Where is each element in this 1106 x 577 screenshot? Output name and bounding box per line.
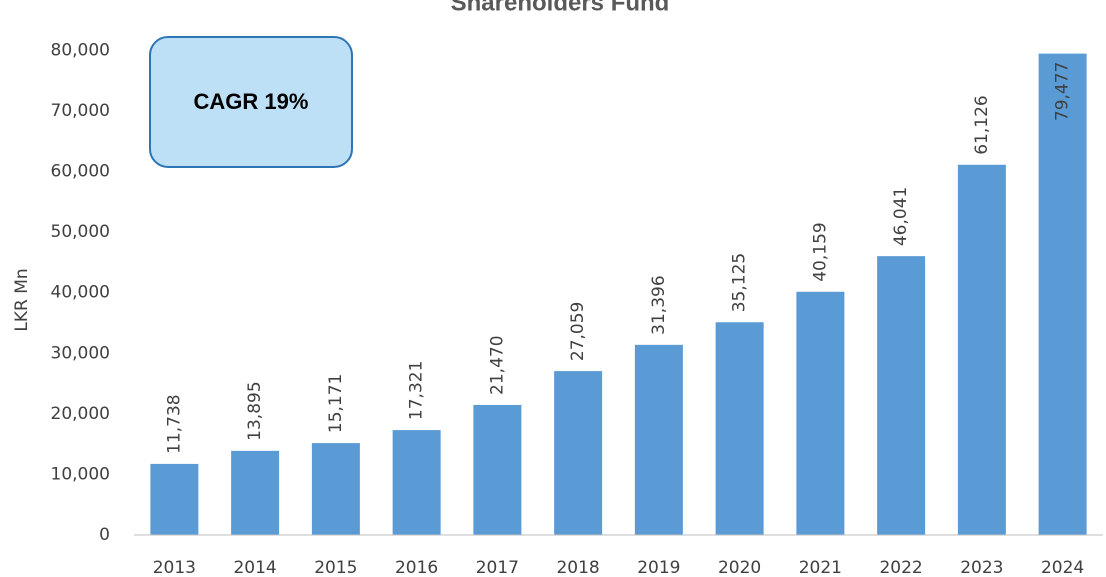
data-label: 27,059: [568, 302, 588, 361]
data-label: 11,738: [164, 394, 184, 453]
x-tick-label: 2022: [879, 558, 922, 577]
data-label: 40,159: [810, 222, 830, 281]
bar: [150, 463, 199, 535]
bar: [392, 430, 441, 535]
x-tick-label: 2024: [1041, 558, 1084, 577]
bar: [554, 371, 603, 535]
bar: [473, 404, 522, 535]
y-tick-label: 70,000: [51, 101, 110, 121]
bar: [231, 450, 280, 535]
x-tick-label: 2018: [556, 558, 599, 577]
y-tick-label: 40,000: [51, 283, 110, 303]
data-label: 31,396: [649, 275, 669, 334]
data-label: 15,171: [326, 374, 346, 433]
bar: [311, 443, 360, 535]
chart-title: Shareholders Fund: [451, 0, 670, 16]
bar: [715, 322, 764, 535]
y-tick-label: 30,000: [51, 343, 110, 363]
x-tick-label: 2017: [476, 558, 519, 577]
bar: [1038, 53, 1087, 536]
x-tick-label: 2014: [233, 558, 276, 577]
x-tick-label: 2023: [960, 558, 1003, 577]
y-tick-label: 0: [99, 525, 110, 545]
x-tick-label: 2016: [395, 558, 438, 577]
y-tick-label: 60,000: [51, 162, 110, 182]
y-tick-label: 50,000: [51, 222, 110, 242]
x-tick-label: 2019: [637, 558, 680, 577]
annotation-box: [149, 36, 353, 168]
bar: [796, 291, 845, 535]
y-tick-label: 10,000: [51, 464, 110, 484]
y-axis-label: LKR Mn: [12, 268, 32, 331]
x-tick-label: 2015: [314, 558, 357, 577]
y-tick-label: 80,000: [51, 40, 110, 60]
annotation: CAGR 19%: [194, 89, 309, 114]
data-label: 13,895: [245, 381, 265, 440]
x-tick-label: 2021: [799, 558, 842, 577]
data-label: 79,477: [1053, 62, 1073, 121]
data-label: 61,126: [972, 95, 992, 154]
x-tick-label: 2020: [718, 558, 761, 577]
data-label: 21,470: [487, 335, 507, 394]
y-tick-label: 20,000: [51, 404, 110, 424]
data-label: 35,125: [730, 253, 750, 312]
x-tick-label: 2013: [153, 558, 196, 577]
bar: [877, 256, 926, 535]
bar: [957, 164, 1006, 535]
data-label: 46,041: [891, 187, 911, 246]
bar: [634, 344, 683, 535]
data-label: 17,321: [407, 361, 427, 420]
